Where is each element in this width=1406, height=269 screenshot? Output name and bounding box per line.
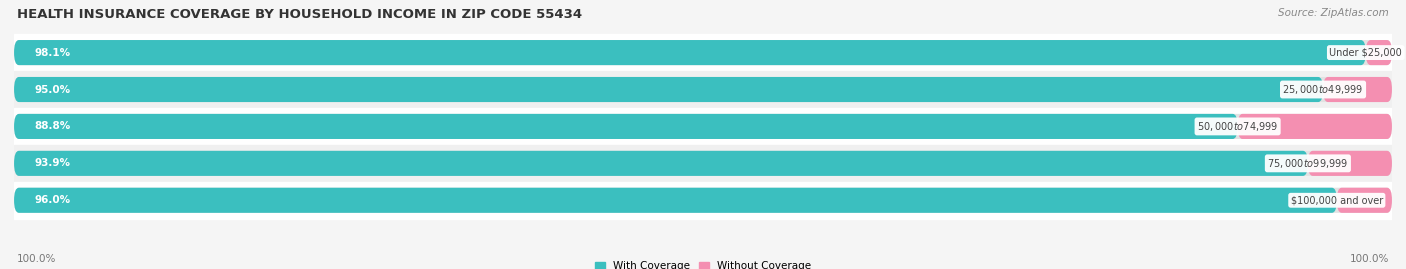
Text: Source: ZipAtlas.com: Source: ZipAtlas.com xyxy=(1278,8,1389,18)
FancyBboxPatch shape xyxy=(1365,40,1392,65)
Legend: With Coverage, Without Coverage: With Coverage, Without Coverage xyxy=(591,257,815,269)
FancyBboxPatch shape xyxy=(1308,151,1392,176)
FancyBboxPatch shape xyxy=(14,151,1392,176)
Text: 93.9%: 93.9% xyxy=(35,158,70,168)
FancyBboxPatch shape xyxy=(1337,188,1392,213)
Text: 100.0%: 100.0% xyxy=(1350,254,1389,264)
FancyBboxPatch shape xyxy=(14,188,1392,213)
FancyBboxPatch shape xyxy=(14,40,1365,65)
FancyBboxPatch shape xyxy=(14,151,1308,176)
Text: HEALTH INSURANCE COVERAGE BY HOUSEHOLD INCOME IN ZIP CODE 55434: HEALTH INSURANCE COVERAGE BY HOUSEHOLD I… xyxy=(17,8,582,21)
Text: 100.0%: 100.0% xyxy=(17,254,56,264)
Text: $50,000 to $74,999: $50,000 to $74,999 xyxy=(1197,120,1278,133)
FancyBboxPatch shape xyxy=(1237,114,1392,139)
Text: 88.8%: 88.8% xyxy=(35,121,70,132)
FancyBboxPatch shape xyxy=(14,77,1323,102)
FancyBboxPatch shape xyxy=(14,114,1392,139)
Text: 95.0%: 95.0% xyxy=(35,84,70,94)
Text: 96.0%: 96.0% xyxy=(35,195,70,205)
Bar xyxy=(14,108,1392,145)
Text: $75,000 to $99,999: $75,000 to $99,999 xyxy=(1267,157,1348,170)
Text: 98.1%: 98.1% xyxy=(35,48,70,58)
Bar xyxy=(14,34,1392,71)
Text: $100,000 and over: $100,000 and over xyxy=(1291,195,1384,205)
Text: Under $25,000: Under $25,000 xyxy=(1330,48,1402,58)
FancyBboxPatch shape xyxy=(14,114,1237,139)
FancyBboxPatch shape xyxy=(14,188,1337,213)
Bar xyxy=(14,182,1392,219)
Text: $25,000 to $49,999: $25,000 to $49,999 xyxy=(1282,83,1364,96)
Bar xyxy=(14,145,1392,182)
FancyBboxPatch shape xyxy=(14,77,1392,102)
FancyBboxPatch shape xyxy=(1323,77,1392,102)
Bar xyxy=(14,71,1392,108)
FancyBboxPatch shape xyxy=(14,40,1392,65)
